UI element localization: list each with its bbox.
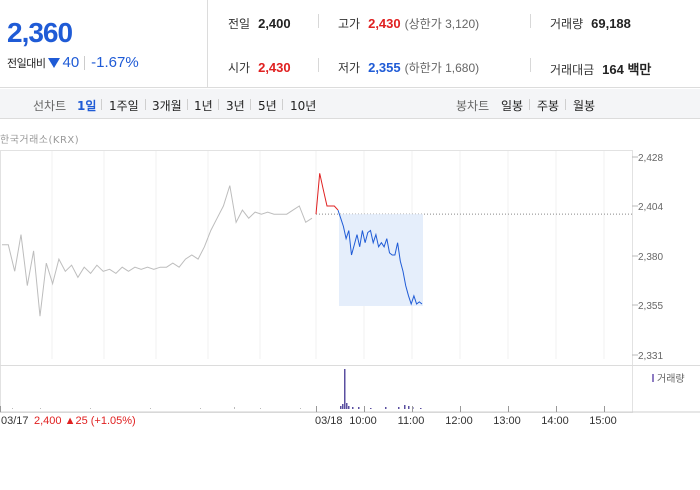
- period-10y[interactable]: 10년: [290, 99, 317, 113]
- divider: [218, 99, 219, 110]
- stat-trade-value: 거래대금 164 백만: [550, 59, 651, 78]
- divider: [145, 99, 146, 110]
- volume-legend-swatch: [652, 374, 654, 382]
- volume-bar: [12, 408, 13, 409]
- time-label: 11:00: [398, 415, 425, 427]
- volume-bar: [344, 369, 346, 409]
- period-1w[interactable]: 1주일: [109, 99, 139, 113]
- today-down-series: [337, 209, 423, 306]
- chart-period-toolbar: 선차트 1일 1주일 3개월 1년 3년 5년 10년 봉차트 일봉 주봉 월봉: [0, 89, 700, 119]
- period-1d[interactable]: 1일: [77, 99, 97, 113]
- stat-value: 2,430: [368, 16, 401, 31]
- candle-chart-label: 봉차트: [456, 99, 490, 113]
- today-range-fill: [339, 214, 423, 307]
- stat-open: 시가 2,430: [228, 59, 291, 76]
- volume-bar: [340, 406, 342, 409]
- stat-value: 2,430: [258, 60, 291, 75]
- volume-bar: [342, 404, 344, 409]
- volume-bar: [348, 406, 350, 409]
- stat-label: 고가: [338, 17, 361, 31]
- stat-label: 거래대금: [550, 63, 595, 77]
- stock-summary: 2,360 전일대비 40 -1.67% 전일 2,400 고가 2,430 (…: [0, 0, 700, 88]
- volume-bar: [408, 406, 410, 409]
- volume-bar: [260, 408, 261, 409]
- volume-bar: [200, 408, 201, 409]
- prev-day-series: [2, 185, 313, 317]
- divider: [318, 58, 319, 72]
- period-daily-candle[interactable]: 일봉: [501, 99, 524, 113]
- divider: [318, 14, 319, 28]
- change-line: 전일대비 40 -1.67%: [7, 54, 139, 71]
- time-label: 12:00: [445, 415, 473, 427]
- stat-sub: (하한가 1,680): [404, 61, 480, 75]
- y-tick-label: 2,380: [638, 252, 663, 263]
- period-weekly-candle[interactable]: 주봉: [537, 99, 560, 113]
- stat-value: 69,188: [591, 16, 631, 31]
- divider: [187, 99, 188, 110]
- y-tick-label: 2,331: [638, 351, 663, 362]
- time-label: 14:00: [541, 415, 569, 427]
- time-label: 10:00: [349, 415, 377, 427]
- divider: [250, 99, 251, 110]
- y-tick-label: 2,355: [638, 301, 663, 312]
- change-rate: -1.67%: [91, 54, 139, 71]
- y-tick-label: 2,404: [638, 202, 663, 213]
- price-chart[interactable]: 2,428 2,404 2,380 2,355 2,331 거래량 03/17 03/18 10…: [0, 150, 700, 440]
- volume-bar: [150, 408, 151, 409]
- time-label: 03/17: [1, 415, 29, 427]
- time-label: 13:00: [493, 415, 521, 427]
- y-tick-label: 2,428: [638, 153, 663, 164]
- volume-bar: [370, 408, 372, 409]
- volume-bar: [90, 408, 91, 409]
- change-label: 전일대비: [7, 56, 46, 70]
- line-chart-label: 선차트: [33, 99, 67, 113]
- volume-bar: [234, 407, 235, 409]
- stat-volume: 거래량 69,188: [550, 15, 631, 32]
- volume-bar: [358, 407, 360, 409]
- period-3y[interactable]: 3년: [226, 99, 245, 113]
- stat-prev-close: 전일 2,400: [228, 15, 291, 32]
- divider: [530, 58, 531, 72]
- period-monthly-candle[interactable]: 월봉: [573, 99, 596, 113]
- period-3m[interactable]: 3개월: [152, 99, 182, 113]
- volume-legend-label: 거래량: [657, 373, 685, 385]
- volume-bar: [352, 407, 354, 409]
- today-up-series: [315, 173, 339, 215]
- prev-day-note: 2,400 ▲25 (+1.05%): [34, 415, 136, 427]
- volume-bar: [346, 403, 348, 409]
- change-value: 40: [62, 54, 80, 71]
- time-label: 15:00: [589, 415, 617, 427]
- stat-value: 2,400: [258, 16, 291, 31]
- divider: [530, 14, 531, 28]
- divider: [282, 99, 283, 110]
- stat-label: 저가: [338, 61, 361, 75]
- stat-label: 거래량: [550, 17, 584, 31]
- divider: [101, 99, 102, 110]
- period-1y[interactable]: 1년: [194, 99, 213, 113]
- divider: [84, 55, 86, 70]
- volume-bar: [420, 408, 422, 409]
- period-5y[interactable]: 5년: [258, 99, 277, 113]
- stat-value: 164 백만: [602, 62, 652, 77]
- stat-high: 고가 2,430 (상한가 3,120): [338, 15, 479, 32]
- volume-bar: [398, 407, 400, 409]
- volume-bar: [404, 405, 406, 409]
- divider: [529, 99, 530, 110]
- data-source-label: 한국거래소(KRX): [0, 135, 80, 146]
- stat-label: 시가: [228, 61, 251, 75]
- volume-bar: [300, 408, 301, 409]
- stat-value: 2,355: [368, 60, 401, 75]
- stat-sub: (상한가 3,120): [404, 17, 480, 31]
- stat-label: 전일: [228, 17, 251, 31]
- volume-bar: [385, 407, 387, 409]
- stat-low: 저가 2,355 (하한가 1,680): [338, 59, 479, 76]
- down-triangle-icon: [48, 57, 61, 68]
- current-price: 2,360: [7, 17, 73, 48]
- volume-bar: [40, 408, 41, 409]
- price-box: 2,360 전일대비 40 -1.67%: [0, 0, 208, 88]
- time-label: 03/18: [315, 415, 343, 427]
- divider: [565, 99, 566, 110]
